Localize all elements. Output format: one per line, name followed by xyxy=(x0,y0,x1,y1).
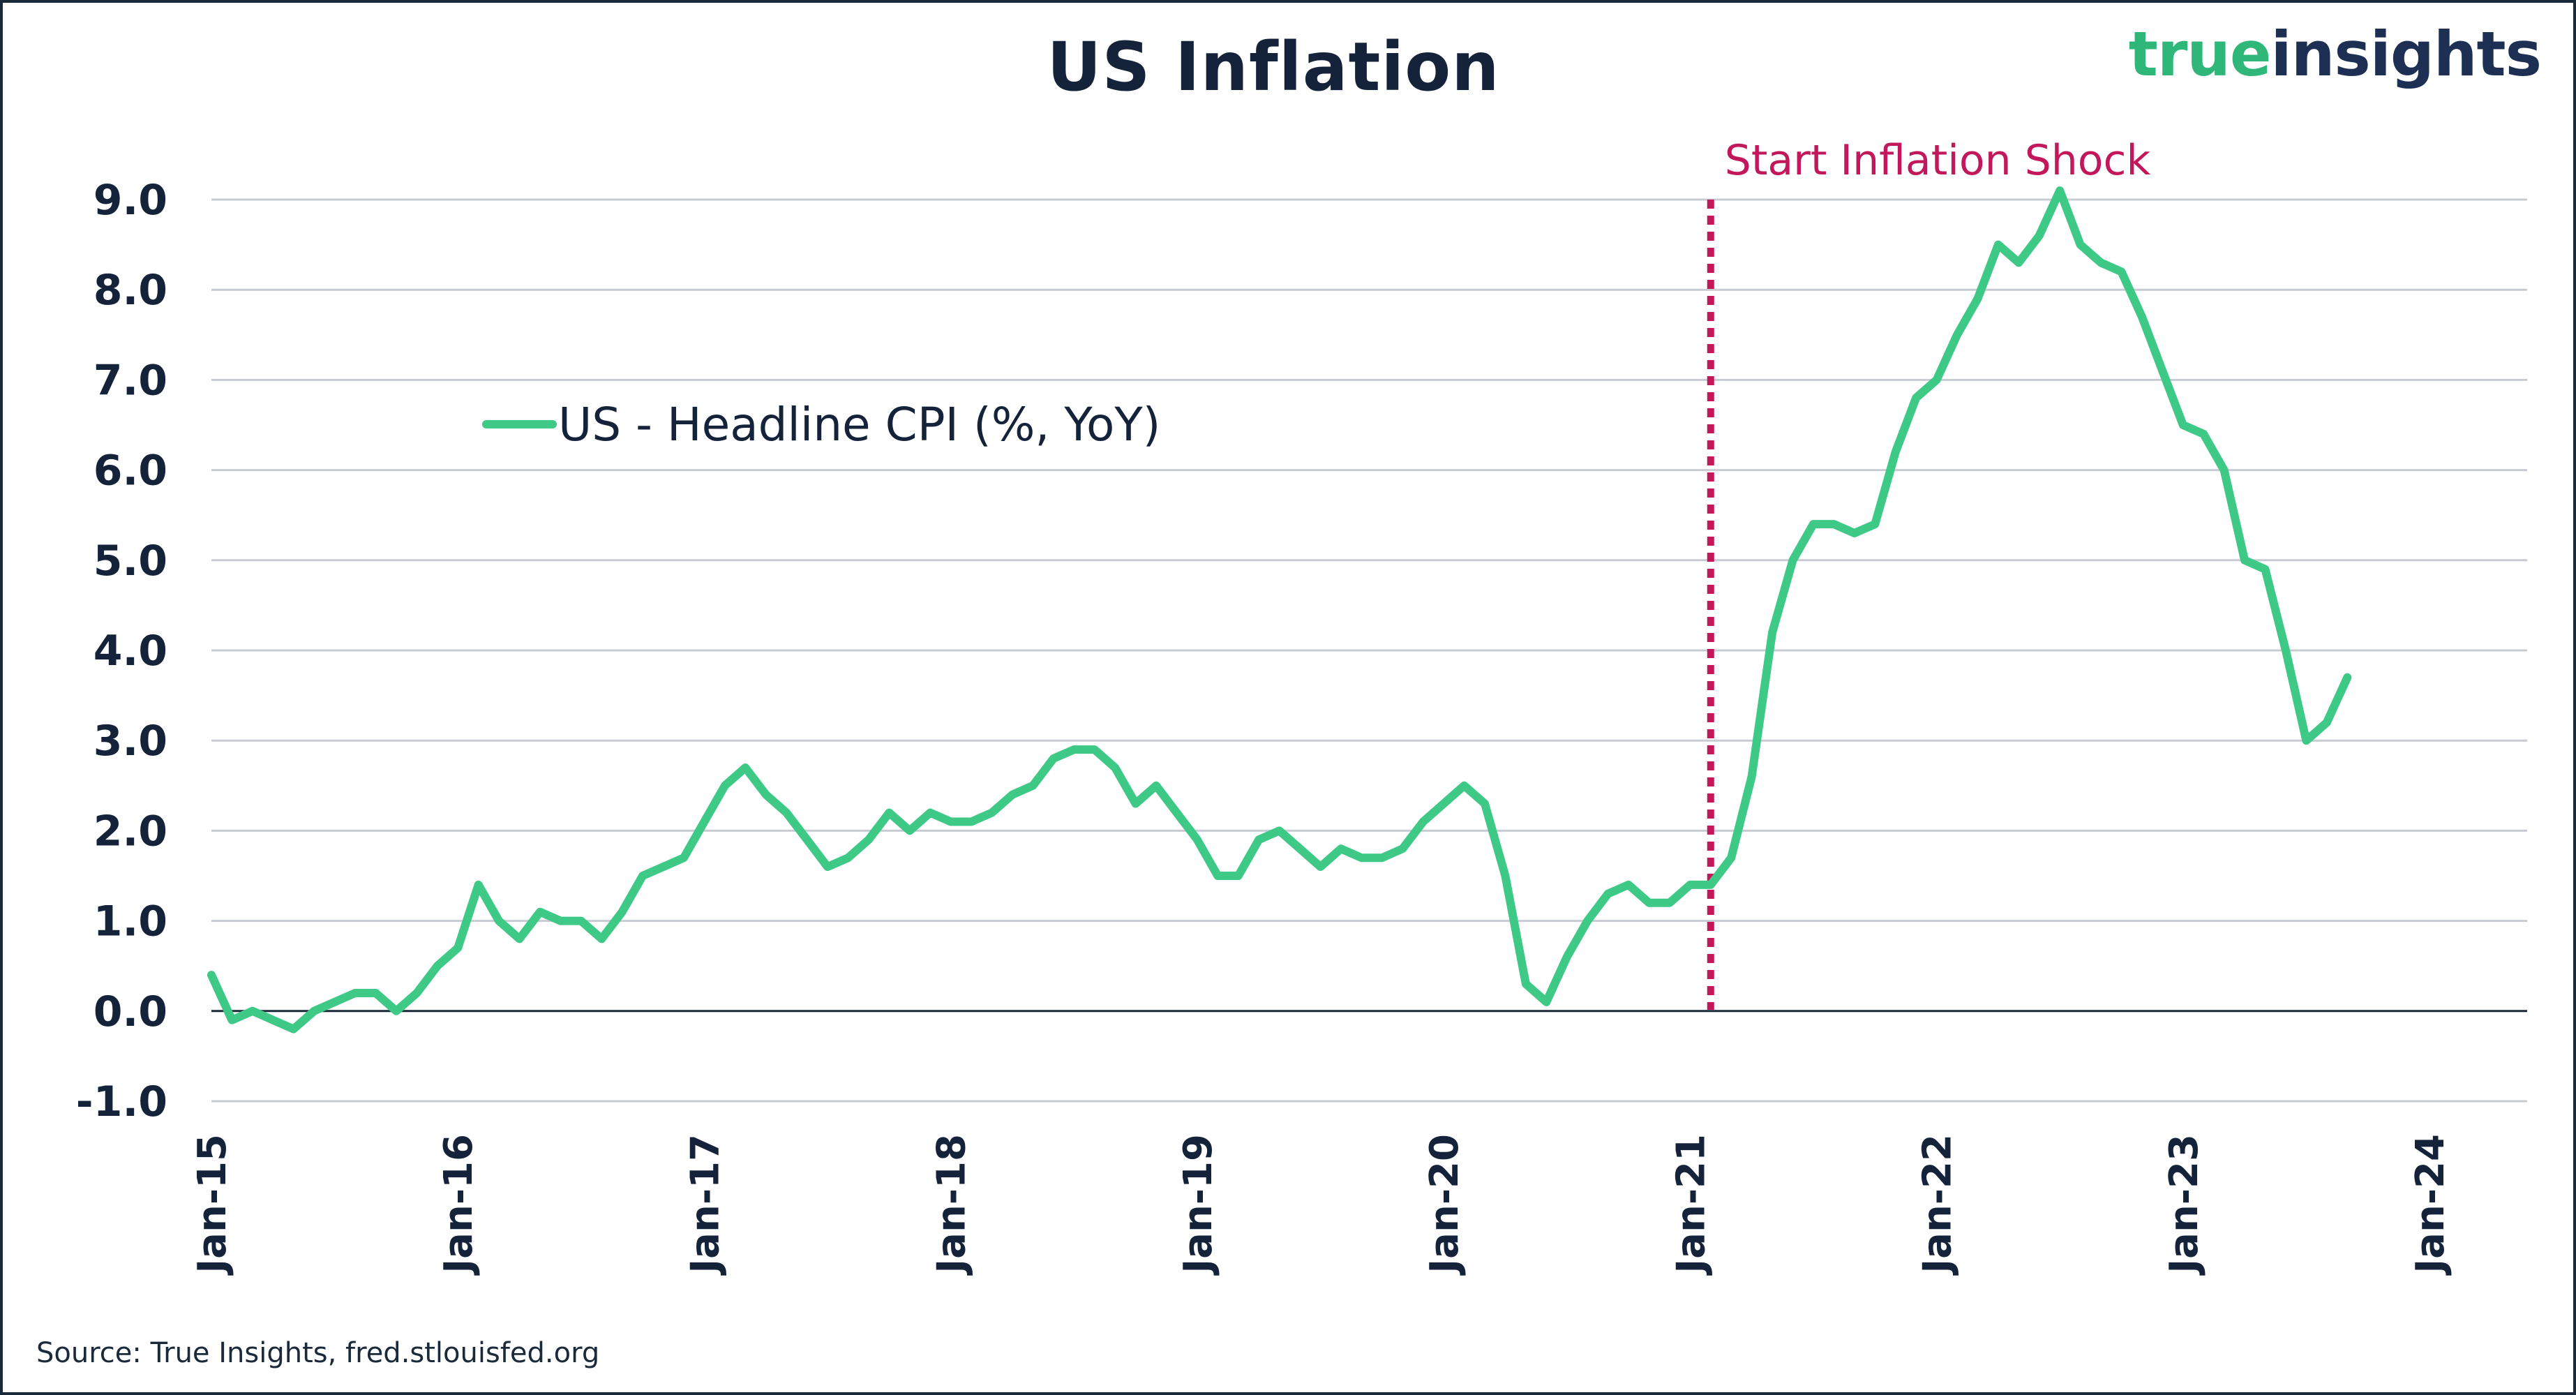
y-tick-label: 9.0 xyxy=(93,176,167,225)
x-tick-label: Jan-20 xyxy=(1422,1134,1467,1276)
cpi-series-line xyxy=(207,186,2352,1034)
y-tick-label: 7.0 xyxy=(93,356,167,405)
y-tick-label: 5.0 xyxy=(93,537,167,585)
y-tick-label: 1.0 xyxy=(93,897,167,946)
x-tick-label: Jan-19 xyxy=(1176,1134,1221,1276)
inflation-shock-label: Start Inflation Shock xyxy=(1725,136,2151,185)
x-tick-label: Jan-24 xyxy=(2408,1134,2453,1276)
legend: US - Headline CPI (%, YoY) xyxy=(482,398,1160,452)
y-tick-label: 2.0 xyxy=(93,807,167,856)
brand-logo-part2: insights xyxy=(2270,18,2542,90)
x-tick-label: Jan-21 xyxy=(1668,1134,1714,1276)
y-axis-ticks: 9.0 8.0 7.0 6.0 5.0 4.0 3.0 2.0 1.0 0.0 -1.0 xyxy=(76,176,167,1126)
x-tick-label: Jan-22 xyxy=(1915,1134,1961,1276)
x-tick-label: Jan-23 xyxy=(2162,1134,2207,1276)
brand-logo: trueinsights xyxy=(2128,18,2542,90)
y-tick-label: 0.0 xyxy=(93,987,167,1036)
gridlines xyxy=(211,198,2527,1103)
x-tick-label: Jan-15 xyxy=(190,1134,235,1276)
y-tick-label: 6.0 xyxy=(93,447,167,495)
x-tick-label: Jan-16 xyxy=(436,1134,481,1276)
source-note: Source: True Insights, fred.stlouisfed.o… xyxy=(36,1337,600,1369)
x-axis-ticks: Jan-15 Jan-16 Jan-17 Jan-18 Jan-19 Jan-20 Jan-… xyxy=(190,1134,2453,1276)
chart-title: US Inflation xyxy=(1047,28,1500,106)
brand-logo-part1: true xyxy=(2128,18,2272,90)
y-tick-label: 4.0 xyxy=(93,627,167,676)
legend-label: US - Headline CPI (%, YoY) xyxy=(558,398,1160,452)
x-tick-label: Jan-17 xyxy=(682,1134,728,1276)
y-tick-label: 8.0 xyxy=(93,266,167,315)
x-tick-label: Jan-18 xyxy=(929,1134,975,1276)
y-tick-label: 3.0 xyxy=(93,717,167,766)
y-tick-label: -1.0 xyxy=(76,1077,167,1126)
